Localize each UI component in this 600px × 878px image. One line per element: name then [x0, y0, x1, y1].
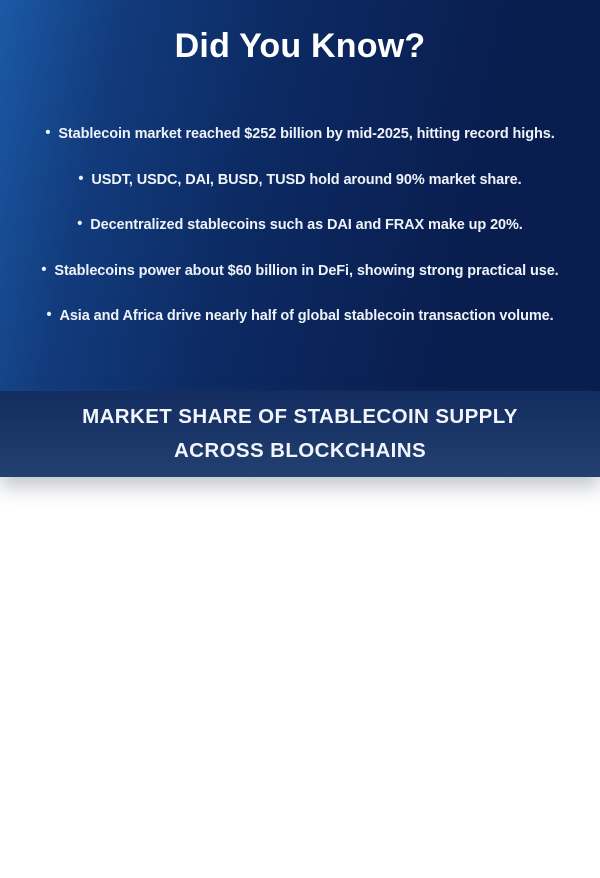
fact-item: • Stablecoin market reached $252 billion …	[20, 125, 580, 144]
section-heading-banner: MARKET SHARE OF STABLECOIN SUPPLY ACROSS…	[0, 391, 600, 477]
fact-item: • Decentralized stablecoins such as DAI a…	[20, 216, 580, 235]
fact-text: USDT, USDC, DAI, BUSD, TUSD hold around …	[91, 171, 522, 188]
bullet-dot-icon: •	[78, 170, 84, 187]
hero-section: Did You Know? • Stablecoin market reached…	[0, 0, 600, 391]
fact-item: • USDT, USDC, DAI, BUSD, TUSD hold around…	[20, 170, 580, 190]
bullet-dot-icon: •	[45, 125, 51, 141]
bullet-dot-icon: •	[77, 216, 83, 232]
chart-area: Other 15% Binance Smart Chain 15% Ethere…	[0, 477, 600, 878]
fact-text: Asia and Africa drive nearly half of glo…	[59, 308, 554, 324]
fact-list: • Stablecoin market reached $252 billion …	[0, 125, 600, 354]
fact-item: • Stablecoins power about $60 billion in …	[20, 261, 580, 281]
fact-text: Stablecoins power about $60 billion in D…	[54, 262, 559, 279]
fact-item: • Asia and Africa drive nearly half of gl…	[20, 307, 580, 326]
section-heading-line2: ACROSS BLOCKCHAINS	[173, 439, 427, 462]
fact-text: Decentralized stablecoins such as DAI an…	[90, 217, 523, 233]
section-heading-line1: MARKET SHARE OF STABLECOIN SUPPLY	[82, 405, 518, 428]
bullet-dot-icon: •	[41, 261, 47, 278]
bullet-dot-icon: •	[46, 307, 52, 323]
fact-text: Stablecoin market reached $252 billion b…	[58, 126, 555, 142]
page-title: Did You Know?	[174, 27, 426, 65]
